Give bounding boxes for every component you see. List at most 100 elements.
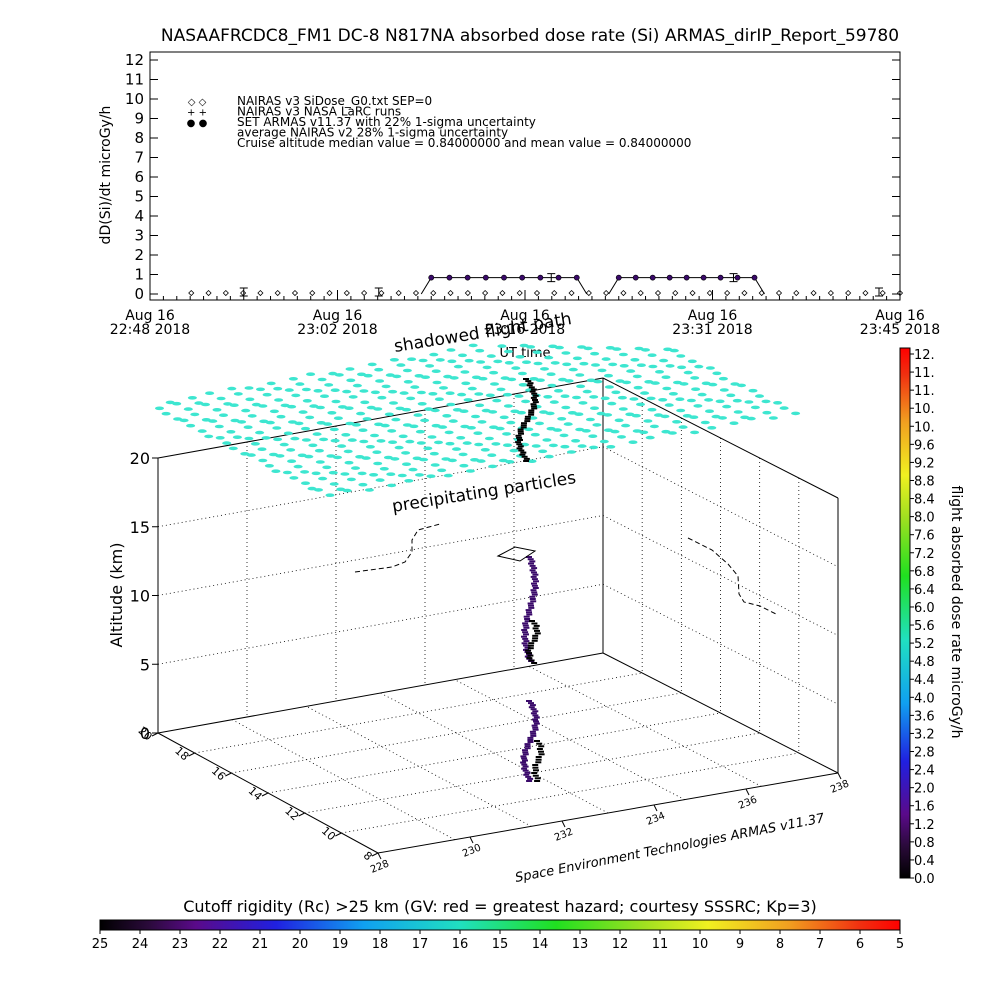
path-mark bbox=[524, 747, 531, 750]
particle bbox=[333, 416, 343, 421]
particle bbox=[617, 395, 627, 400]
particle bbox=[486, 354, 496, 358]
path-mark bbox=[523, 633, 529, 636]
particle bbox=[686, 398, 696, 403]
figure-title: NASAAFRCDC8_FM1 DC-8 N817NA absorbed dos… bbox=[161, 26, 899, 46]
particle bbox=[646, 396, 656, 401]
particle bbox=[372, 450, 382, 455]
path-mark bbox=[529, 704, 536, 707]
particle bbox=[629, 397, 639, 401]
colorbar-right-tick-label: 0.8 bbox=[914, 836, 935, 851]
path-mark bbox=[527, 558, 534, 561]
path-mark bbox=[522, 637, 529, 640]
path-mark bbox=[533, 580, 539, 583]
particle bbox=[459, 463, 469, 468]
y-axis-label: dD(Si)/dt microGy/h bbox=[98, 106, 114, 245]
path-mark bbox=[532, 401, 539, 404]
path-mark bbox=[531, 567, 538, 570]
nairas-point bbox=[309, 289, 316, 297]
path-mark bbox=[524, 415, 531, 418]
particle bbox=[365, 445, 375, 449]
particle bbox=[375, 478, 385, 482]
particle bbox=[377, 395, 387, 400]
colorbar-right-label: flight absorbed dose rate microGy/h bbox=[948, 486, 964, 739]
particle bbox=[538, 449, 548, 454]
particle bbox=[471, 375, 481, 380]
particle bbox=[415, 429, 425, 434]
particle bbox=[241, 408, 251, 413]
y-tick-label: 5 bbox=[134, 188, 144, 206]
particle bbox=[546, 372, 556, 377]
colorbar-bottom-tick-label: 11 bbox=[652, 937, 669, 952]
particle bbox=[504, 361, 514, 365]
path-mark bbox=[528, 411, 535, 414]
particle bbox=[417, 402, 427, 406]
nairas-point bbox=[637, 289, 644, 297]
nairas-point bbox=[793, 289, 800, 297]
particle bbox=[367, 362, 377, 367]
particle bbox=[315, 405, 325, 410]
particle bbox=[722, 404, 732, 409]
path-mark bbox=[533, 716, 540, 719]
path-mark bbox=[521, 763, 528, 766]
path-mark bbox=[523, 640, 530, 643]
plot-box bbox=[157, 377, 839, 854]
particle bbox=[233, 392, 243, 396]
particle bbox=[337, 444, 347, 448]
particle bbox=[312, 432, 322, 436]
path-mark bbox=[534, 632, 541, 635]
path-mark bbox=[524, 745, 531, 748]
particle bbox=[305, 415, 315, 420]
x-tick-label: 23:16 2018 bbox=[485, 322, 565, 338]
particle bbox=[604, 373, 613, 378]
colorbar-right-tick-label: 4.0 bbox=[914, 691, 935, 706]
particle bbox=[407, 357, 417, 362]
nairas-point bbox=[222, 289, 229, 297]
y-tick-label: 12 bbox=[125, 51, 144, 69]
y-tick-label: 10 bbox=[125, 90, 144, 108]
y3d-tick bbox=[371, 852, 379, 857]
particle bbox=[468, 343, 478, 348]
particle bbox=[341, 433, 351, 437]
particle bbox=[712, 371, 722, 376]
particle bbox=[389, 401, 398, 405]
nairas-point bbox=[551, 289, 558, 297]
particle bbox=[460, 370, 470, 374]
particle bbox=[344, 406, 354, 411]
particle bbox=[672, 420, 682, 424]
path-mark bbox=[535, 758, 542, 761]
particle bbox=[581, 429, 591, 433]
path-mark bbox=[527, 602, 534, 605]
particle bbox=[179, 418, 189, 423]
armas-point bbox=[615, 274, 622, 281]
particle bbox=[430, 463, 440, 467]
path-mark bbox=[532, 634, 539, 637]
particle bbox=[402, 462, 411, 467]
path-mark bbox=[530, 396, 537, 399]
particle bbox=[687, 359, 697, 364]
particle bbox=[272, 426, 282, 430]
path-mark bbox=[525, 380, 532, 383]
path-mark bbox=[522, 631, 529, 634]
particle bbox=[690, 376, 700, 380]
particle bbox=[215, 436, 225, 440]
particle bbox=[276, 414, 286, 419]
particle bbox=[650, 381, 660, 385]
particle bbox=[347, 438, 357, 442]
path-mark bbox=[523, 460, 530, 462]
particle bbox=[453, 364, 463, 369]
legend-entry: NAIRAS v3 NASA LaRC runs bbox=[237, 105, 401, 119]
particle bbox=[563, 422, 573, 426]
particle bbox=[640, 391, 650, 395]
y3d-tick bbox=[188, 752, 195, 757]
particle bbox=[618, 352, 628, 357]
particle bbox=[617, 435, 626, 439]
particle bbox=[230, 418, 240, 423]
colorbar-bottom-tick-label: 13 bbox=[572, 937, 589, 952]
particle bbox=[329, 427, 339, 432]
y-tick-label: 7 bbox=[134, 149, 144, 167]
particle bbox=[705, 409, 714, 414]
particle bbox=[458, 353, 467, 358]
